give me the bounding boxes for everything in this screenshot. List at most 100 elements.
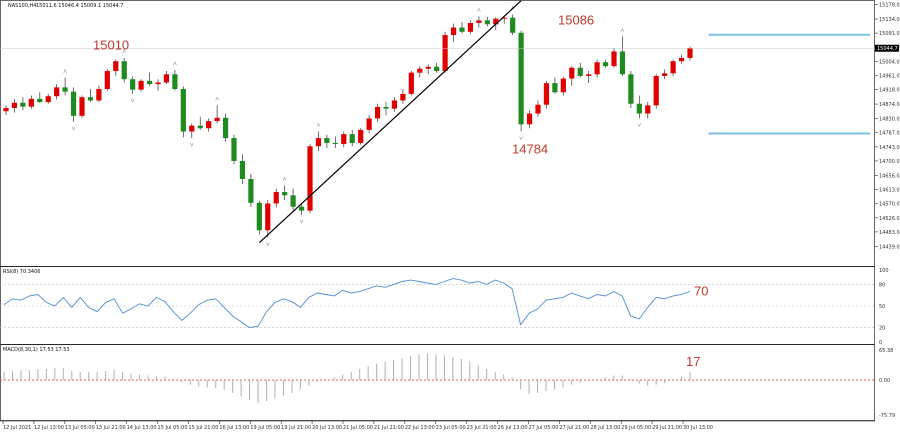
candle-body — [484, 20, 490, 25]
time-tick-label: 14 Jul 13:00 — [127, 425, 157, 431]
fractal-down-icon — [71, 126, 76, 131]
candle-body — [476, 20, 482, 23]
candle-body — [628, 74, 634, 104]
candle-body — [130, 79, 136, 90]
time-tick-label: 15 Jul 21:00 — [188, 425, 218, 431]
candle-body — [366, 118, 372, 130]
price-tick-label: 14830.0 — [879, 116, 900, 122]
macd-title: MACD(8,30,1) 17.53 17.53 — [3, 347, 70, 353]
time-tick-label: 22 Jul 13:00 — [405, 425, 435, 431]
rsi-tick-label: 80 — [879, 282, 885, 288]
candle-body — [434, 66, 440, 72]
time-tick-label: 29 Jul 05:00 — [621, 425, 651, 431]
rsi-annotation-label: 70 — [694, 284, 708, 299]
candle-body — [79, 97, 85, 116]
price-tick-label: 15178.0 — [879, 3, 900, 9]
candle-body — [383, 107, 389, 109]
current-price-text: 15044.7 — [877, 46, 898, 52]
candle-body — [602, 62, 609, 67]
time-tick-label: 16 Jul 13:00 — [219, 425, 249, 431]
candle-body — [510, 17, 516, 33]
price-tick-label: 14613.0 — [879, 187, 900, 193]
fractal-up-icon — [63, 68, 67, 73]
candle-body — [87, 97, 94, 101]
macd-panel[interactable]: MACD(8,30,1) 17.53 17.53 65.38 0.00 -75.79… — [0, 344, 895, 421]
price-tick-label: 14700.0 — [879, 159, 900, 165]
fractal-up-icon — [477, 7, 481, 12]
candle-body — [104, 71, 110, 90]
fractal-up-icon — [282, 176, 287, 181]
fractal-up-icon — [215, 96, 219, 101]
candle-body — [11, 102, 18, 108]
candle-body — [425, 66, 431, 69]
price-tick-label: 14483.0 — [879, 230, 900, 236]
price-annotation-label: 15086 — [558, 13, 594, 28]
candle-body — [653, 75, 659, 106]
rsi-panel[interactable]: RSI(8) 70.3406 100 80 50 20 0 70 — [0, 266, 889, 347]
price-tick-label: 14439.0 — [879, 244, 900, 250]
candle-body — [442, 35, 448, 72]
candle-body — [231, 138, 237, 161]
time-tick-label: 20 Jul 13:00 — [312, 425, 342, 431]
price-tick-label: 14743.0 — [879, 145, 900, 151]
candle-body — [163, 74, 170, 83]
time-tick-label: 21 Jul 05:00 — [343, 425, 373, 431]
candle-body — [28, 98, 34, 107]
price-annotations: 15010 15086 14784 — [93, 13, 594, 157]
drawn-lines[interactable] — [258, 0, 870, 244]
time-tick-label: 29 Jul 21:00 — [652, 425, 682, 431]
price-panel[interactable]: NAS100,H4 15011.6 15046.4 15009.1 15044.… — [0, 0, 900, 267]
candle-body — [54, 87, 60, 97]
time-tick-label: 30 Jul 13:00 — [683, 425, 713, 431]
fractal-down-icon — [130, 98, 135, 103]
macd-panel-frame — [0, 344, 875, 421]
candle-body — [611, 51, 617, 67]
fractal-up-icon — [620, 28, 625, 32]
candle-body — [526, 113, 533, 125]
candle-body — [62, 87, 68, 92]
rsi-tick-label: 100 — [879, 268, 889, 274]
candle-body — [121, 61, 127, 80]
time-tick-label: 12 Jul 2021 — [3, 425, 31, 431]
candle-body — [239, 160, 246, 179]
candle-body — [298, 206, 305, 211]
candle-body — [155, 82, 161, 85]
candle-body — [265, 203, 271, 231]
candle-body — [324, 138, 330, 143]
candle-body — [3, 107, 9, 112]
candle-body — [45, 96, 51, 103]
candle-body — [307, 146, 313, 211]
candle-body — [96, 89, 102, 101]
time-tick-label: 12 Jul 13:00 — [34, 425, 64, 431]
price-annotation-label: 15010 — [93, 38, 129, 53]
rsi-tick-label: 50 — [879, 304, 885, 310]
macd-plot: 65.38 0.00 -75.79 17 — [0, 348, 895, 419]
time-tick-label: 21 Jul 21:00 — [374, 425, 404, 431]
candle-body — [493, 18, 499, 25]
candle-body — [577, 67, 583, 76]
time-tick-label: 28 Jul 13:00 — [590, 425, 620, 431]
candle-body — [501, 17, 507, 19]
candle-body — [450, 27, 457, 36]
candle-body — [138, 80, 144, 90]
time-tick-label: 23 Jul 21:00 — [467, 425, 497, 431]
fractal-down-icon — [299, 219, 304, 224]
candle-body — [146, 80, 153, 85]
candle-body — [459, 27, 465, 32]
time-tick-label: 26 Jul 13:00 — [498, 425, 528, 431]
candle-body — [560, 78, 566, 93]
trend-line — [258, 0, 522, 244]
price-tick-label: 14961.0 — [879, 74, 900, 80]
time-tick-label: 27 Jul 21:00 — [559, 425, 589, 431]
time-tick-label: 19 Jul 05:00 — [250, 425, 280, 431]
candle-body — [662, 73, 668, 76]
candle-body — [256, 202, 262, 231]
fractal-down-icon — [637, 123, 642, 128]
candle-body — [180, 89, 186, 132]
price-tick-label: 15091.0 — [879, 31, 900, 37]
price-tick-label: 14570.0 — [879, 201, 900, 207]
rsi-plot: 100 80 50 20 0 70 — [0, 268, 889, 346]
candle-body — [20, 102, 26, 107]
price-tick-label: 14526.0 — [879, 216, 900, 222]
